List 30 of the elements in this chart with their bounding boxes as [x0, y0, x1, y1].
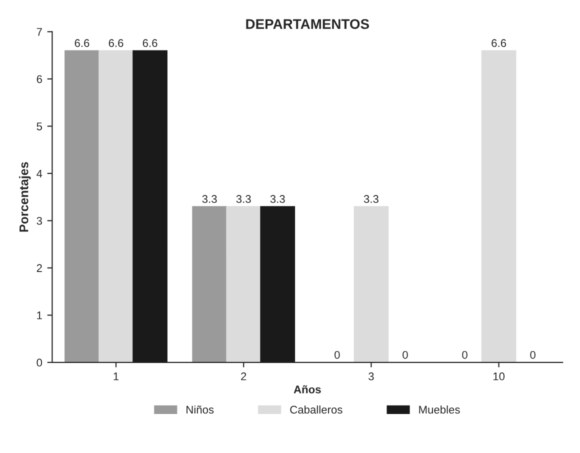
data-label: 6.6 — [108, 39, 124, 48]
y-tick-label: 4 — [36, 170, 42, 178]
data-label: 6.6 — [492, 39, 506, 48]
x-tick-label: 2 — [241, 372, 246, 380]
data-label: 3.3 — [236, 195, 251, 203]
y-axis-title: Porcentajes — [19, 162, 31, 232]
x-tick-label: 1 — [114, 372, 119, 380]
data-label: 0 — [530, 350, 536, 359]
y-tick-label: 7 — [36, 28, 42, 36]
y-tick-label: 5 — [36, 122, 42, 130]
data-label: 0 — [462, 350, 468, 359]
legend-label: Muebles — [419, 405, 460, 414]
data-label: 3.3 — [202, 195, 217, 203]
legend-label: Niños — [186, 405, 214, 414]
data-label: 3.3 — [364, 195, 378, 203]
y-tick-label: 1 — [37, 312, 42, 320]
data-label: 0 — [334, 350, 340, 359]
chart-title: DEPARTAMENTOS — [246, 19, 369, 29]
x-tick-label: 10 — [493, 372, 505, 380]
x-axis-title: Años — [294, 385, 321, 394]
data-label: 3.3 — [270, 195, 285, 203]
y-tick-label: 0 — [36, 358, 42, 367]
data-label: 6.6 — [74, 39, 90, 48]
data-label: 0 — [402, 350, 408, 359]
y-tick-label: 3 — [36, 216, 42, 225]
y-tick-label: 6 — [36, 75, 42, 84]
y-tick-label: 2 — [36, 264, 42, 272]
legend-label: Caballeros — [290, 405, 342, 414]
data-label: 6.6 — [142, 39, 158, 48]
x-tick-label: 3 — [368, 372, 374, 380]
